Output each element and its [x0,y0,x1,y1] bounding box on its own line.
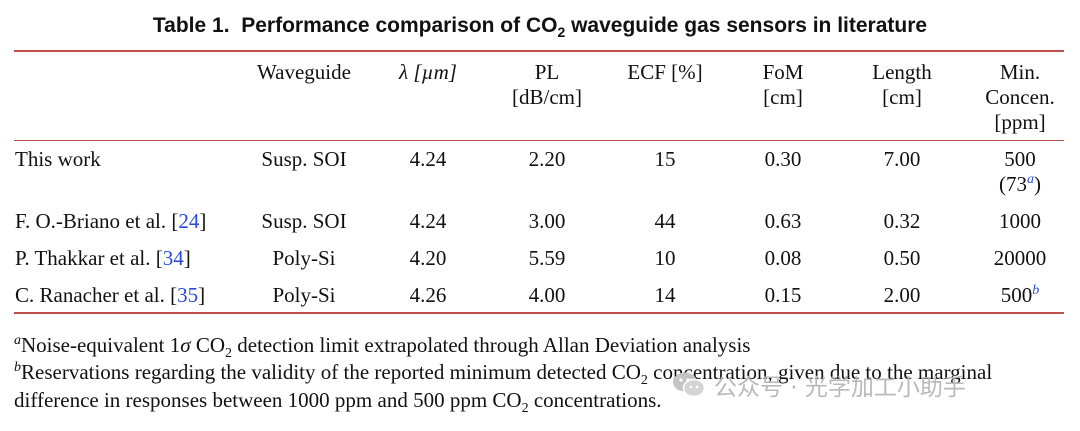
cell-waveguide: Poly-Si [272,246,336,270]
table-caption: Table 1. Performance comparison of CO2 w… [0,14,1080,40]
header-minconc-line1: Min. [999,60,1041,84]
cell-pl: 4.00 [528,283,566,307]
footnote-marker-b[interactable]: b [1032,283,1040,298]
footnote-b-line1-post: concentration, given due to the marginal [647,360,993,384]
cell-ecf: 10 [654,246,676,270]
cell-fom: 0.30 [764,147,802,171]
caption-title-pre: Performance comparison of CO [241,14,558,37]
cell-pl: 3.00 [528,209,566,233]
cell-fom: 0.15 [764,283,802,307]
cell-length: 0.50 [883,246,921,270]
watermark: 公众号 · 光学加工小助手 [672,368,966,402]
footnote-a-post: detection limit extrapolated through All… [232,333,751,357]
footnote-b-line1: bReservations regarding the validity of … [14,360,992,393]
footnote-a-mark: a [14,333,21,348]
footnote-a-sigma: σ [180,333,191,357]
header-fom-line2: [cm] [763,85,803,109]
cell-minconc-value: 500 [1004,147,1036,171]
cell-pl: 5.59 [528,246,566,270]
cell-minconc: 500b [1001,283,1040,308]
cell-length: 0.32 [883,209,921,233]
cell-minconc: 500 (73a) [999,147,1041,197]
footnote-b-mark: b [14,360,21,375]
footnote-b-line2-post: concentrations. [528,388,662,412]
footnote-a-pre: Noise-equivalent 1 [21,333,181,357]
footnote-b-line1-sub: 2 [640,373,648,389]
cell-minconc: 1000 [999,209,1041,233]
cell-waveguide: Susp. SOI [261,209,347,233]
cell-length: 7.00 [883,147,921,171]
cell-ecf: 15 [654,147,676,171]
cell-work: F. O.-Briano et al. [24] [15,209,207,233]
cell-pl: 2.20 [528,147,566,171]
header-minconc: Min. Concen. [ppm] [985,60,1054,135]
cell-work: C. Ranacher et al. [35] [15,283,206,307]
minconc-extra-text: (73 [999,172,1027,196]
cell-work: This work [15,147,101,171]
cell-work-text: F. O.-Briano et al. [15,209,167,233]
citation-link[interactable]: 34 [162,246,184,270]
caption-title-post: waveguide gas sensors in literature [565,14,928,37]
header-lambda: λ [µm] [399,60,457,85]
header-length-line1: Length [872,60,932,84]
header-fom: FoM [cm] [763,60,804,110]
header-minconc-line2: Concen. [985,85,1055,109]
cell-lambda: 4.24 [409,147,447,171]
citation-link[interactable]: 35 [177,283,199,307]
footnote-a: aNoise-equivalent 1σ CO2 detection limit… [14,333,750,366]
header-minconc-line3: [ppm] [994,110,1046,134]
cell-ecf: 14 [654,283,676,307]
header-pl: PL [dB/cm] [512,60,582,110]
footnote-marker-a[interactable]: a [1027,172,1034,187]
footnote-a-mid: CO [190,333,225,357]
footnote-b-line2: difference in responses between 1000 ppm… [14,388,662,421]
watermark-text: 公众号 · 光学加工小助手 [714,375,966,401]
header-pl-line2: [dB/cm] [512,85,582,109]
cell-waveguide: Poly-Si [272,283,336,307]
cell-minconc-value: 500 [1000,283,1033,307]
cell-work-text: C. Ranacher et al. [15,283,165,307]
table-bottom-rule [14,312,1064,314]
caption-label: Table 1. [152,14,230,37]
footnote-b-line1-pre: Reservations regarding the validity of t… [21,360,641,384]
caption-title-sub: 2 [557,24,566,41]
cell-ecf: 44 [654,209,676,233]
minconc-extra-close: ) [1034,172,1041,196]
cell-work-text: P. Thakkar et al. [15,246,151,270]
header-lambda-text: λ [µm] [399,60,457,84]
cell-fom: 0.08 [764,246,802,270]
table-header-rule [14,140,1064,141]
cell-lambda: 4.20 [409,246,447,270]
footnote-b-line2-sub: 2 [521,401,529,417]
cell-minconc: 20000 [993,246,1047,270]
footnote-b-line2-pre: difference in responses between 1000 ppm… [14,388,522,412]
header-fom-line1: FoM [762,60,804,84]
header-length: Length [cm] [872,60,931,110]
cell-length: 2.00 [883,283,921,307]
table-top-rule [14,50,1064,52]
cell-work: P. Thakkar et al. [34] [15,246,191,270]
cell-minconc-extra: (73a) [999,172,1041,197]
cell-lambda: 4.24 [409,209,447,233]
wechat-icon [673,372,706,398]
citation-link[interactable]: 24 [178,209,200,233]
cell-fom: 0.63 [764,209,802,233]
header-waveguide: Waveguide [257,60,351,84]
cell-waveguide: Susp. SOI [261,147,347,171]
header-pl-line1: PL [534,60,560,84]
header-length-line2: [cm] [882,85,922,109]
cell-lambda: 4.26 [409,283,447,307]
footnote-a-sub: 2 [225,346,232,362]
header-ecf: ECF [%] [627,60,703,84]
